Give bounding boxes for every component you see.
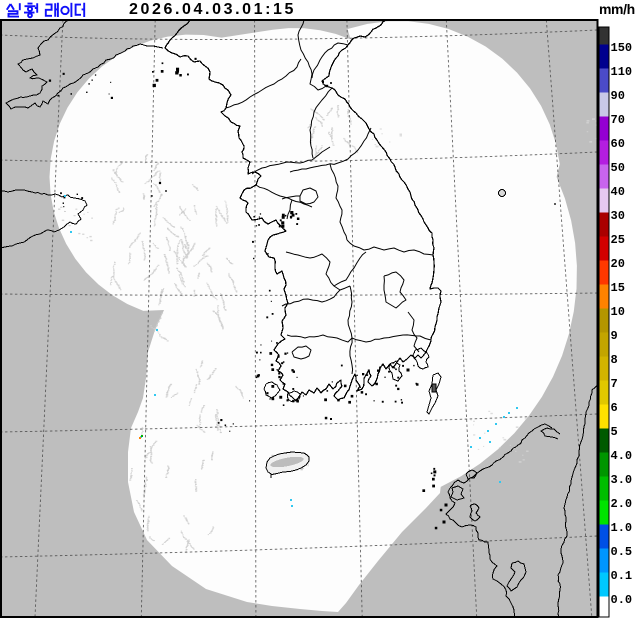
svg-text:150: 150 bbox=[611, 41, 633, 55]
svg-text:10: 10 bbox=[611, 305, 625, 319]
svg-text:9: 9 bbox=[611, 329, 618, 343]
svg-text:90: 90 bbox=[611, 89, 625, 103]
svg-text:2.0: 2.0 bbox=[611, 497, 633, 511]
svg-text:0.5: 0.5 bbox=[611, 545, 633, 559]
svg-text:70: 70 bbox=[611, 113, 625, 127]
svg-text:3.0: 3.0 bbox=[611, 473, 633, 487]
svg-text:15: 15 bbox=[611, 281, 625, 295]
svg-text:7: 7 bbox=[611, 377, 618, 391]
svg-text:30: 30 bbox=[611, 209, 625, 223]
svg-text:4.0: 4.0 bbox=[611, 449, 633, 463]
svg-text:0.0: 0.0 bbox=[611, 593, 633, 607]
svg-text:6: 6 bbox=[611, 401, 618, 415]
svg-text:40: 40 bbox=[611, 185, 625, 199]
svg-text:25: 25 bbox=[611, 233, 625, 247]
svg-text:60: 60 bbox=[611, 137, 625, 151]
svg-text:5: 5 bbox=[611, 425, 618, 439]
svg-text:50: 50 bbox=[611, 161, 625, 175]
svg-text:8: 8 bbox=[611, 353, 618, 367]
svg-text:110: 110 bbox=[611, 65, 633, 79]
svg-text:0.1: 0.1 bbox=[611, 569, 633, 583]
svg-text:1.0: 1.0 bbox=[611, 521, 633, 535]
svg-text:20: 20 bbox=[611, 257, 625, 271]
